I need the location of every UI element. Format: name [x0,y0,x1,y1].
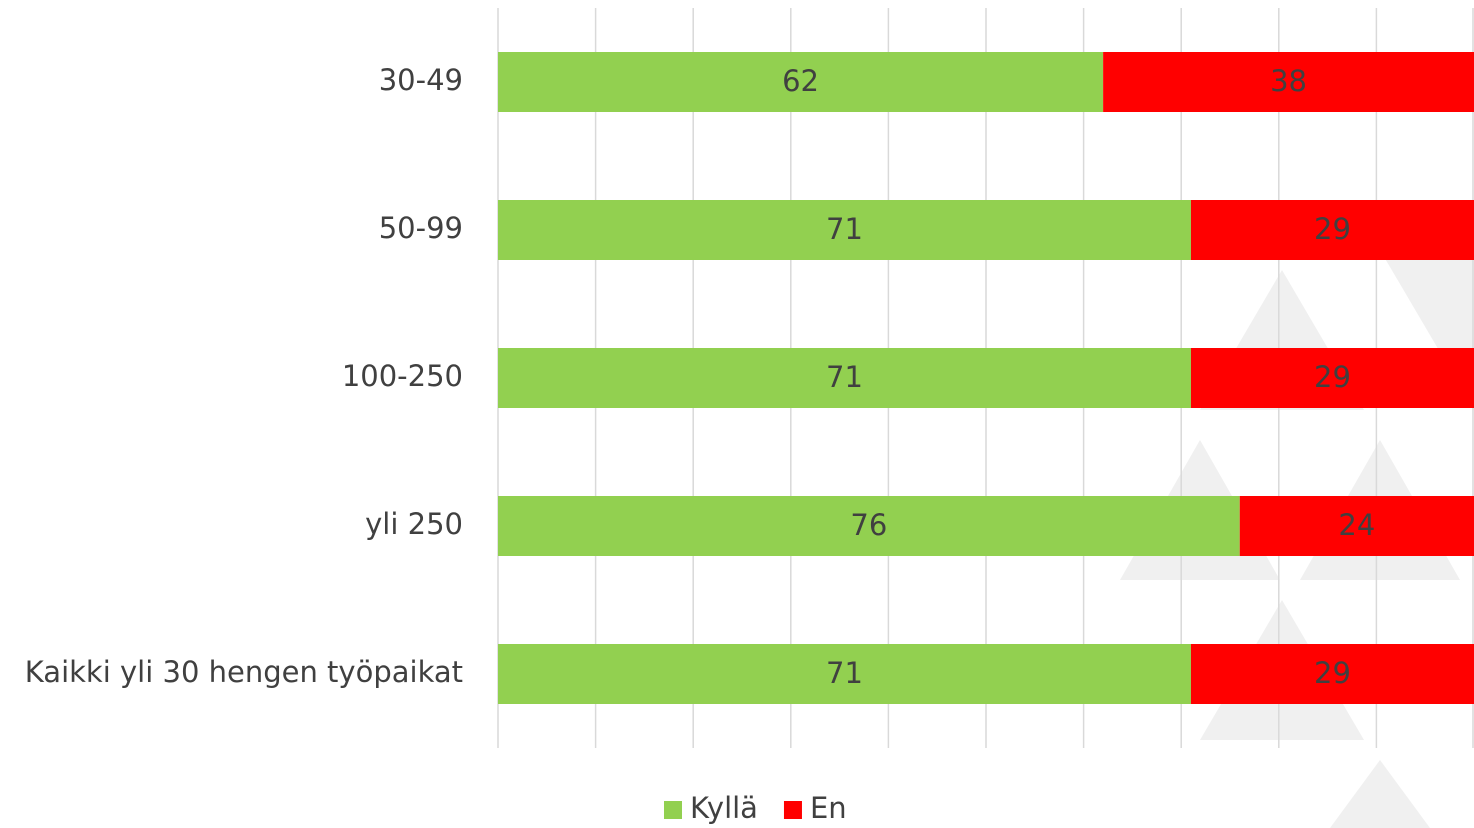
legend-label: En [810,791,847,825]
value-label: 71 [826,212,863,246]
value-label: 76 [850,508,887,542]
y-tick-label: 100-250 [342,359,463,393]
value-label: 71 [826,360,863,394]
value-label: 71 [826,656,863,690]
y-tick-label: Kaikki yli 30 hengen työpaikat [25,655,463,689]
y-tick-label: 30-49 [379,63,463,97]
value-label: 29 [1314,656,1351,690]
value-label: 24 [1338,508,1375,542]
value-label: 29 [1314,212,1351,246]
legend-label: Kyllä [690,791,758,825]
legend-swatch [664,801,682,819]
y-tick-label: yli 250 [365,507,463,541]
y-tick-label: 50-99 [379,211,463,245]
value-label: 38 [1270,64,1307,98]
value-label: 62 [782,64,819,98]
legend-swatch [784,801,802,819]
chart: 30-49 62 38 50-99 71 29 100-250 71 29 yli 250 76 24… [0,0,1474,828]
value-label: 29 [1314,360,1351,394]
